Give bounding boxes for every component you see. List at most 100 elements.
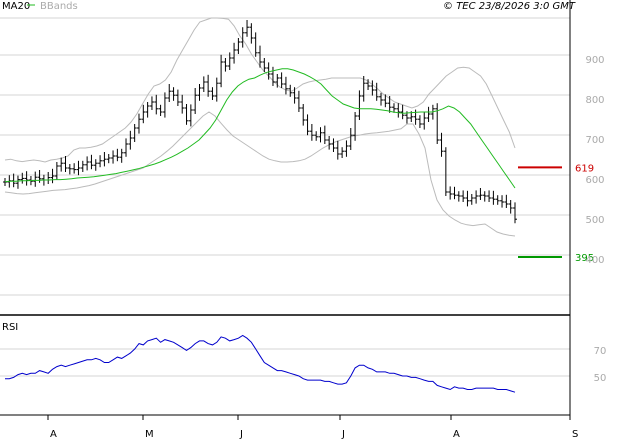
price-y-axis: 400 500 600 700 800 900 <box>585 55 604 266</box>
price-bar <box>508 200 513 214</box>
legend-bbands: BBands <box>40 1 78 12</box>
price-bar <box>206 74 211 97</box>
price-bar <box>270 66 275 86</box>
price-bar <box>439 132 444 157</box>
price-bar <box>232 42 237 64</box>
price-bar <box>98 155 103 168</box>
price-bar <box>80 160 85 172</box>
price-bar <box>478 188 483 200</box>
price-tick-label: 700 <box>585 135 604 146</box>
price-bar <box>387 96 392 113</box>
price-bar <box>456 191 461 202</box>
bband-lower-line <box>4 111 516 237</box>
legend-ma20: MA20 <box>2 1 30 12</box>
price-bar <box>201 76 206 92</box>
price-bar <box>452 186 457 200</box>
price-bar <box>448 186 453 200</box>
price-bar <box>124 138 129 157</box>
price-bar <box>283 76 288 95</box>
price-tick-label: 800 <box>585 95 604 106</box>
header: MA20 BBands © TEC 23/8/2026 3:0 GMT <box>2 1 576 12</box>
price-bar <box>33 171 38 187</box>
price-levels: 619 395 <box>518 163 594 264</box>
price-bar <box>370 80 375 96</box>
price-bar <box>348 128 353 150</box>
price-bar <box>76 160 81 176</box>
price-bar <box>474 190 479 204</box>
price-bar <box>219 54 224 88</box>
price-bar <box>240 27 245 48</box>
rsi-line <box>5 334 516 393</box>
price-bar <box>374 82 379 101</box>
price-bar <box>223 58 228 72</box>
price-bar <box>20 172 25 184</box>
price-bar <box>482 191 487 202</box>
price-bar <box>93 159 98 171</box>
price-bar <box>391 103 396 113</box>
price-bar <box>210 87 215 100</box>
price-bar <box>128 130 133 150</box>
price-bar <box>3 178 7 186</box>
copyright-text: © TEC 23/8/2026 3:0 GMT <box>443 1 576 12</box>
price-bar <box>89 154 94 170</box>
price-bar <box>301 104 306 126</box>
price-bar <box>46 172 51 184</box>
price-bar <box>500 195 505 208</box>
x-tick-label: A <box>50 429 57 440</box>
price-bar <box>253 32 258 57</box>
price-bar <box>275 74 280 88</box>
price-bar <box>11 173 16 188</box>
price-bar <box>318 127 323 143</box>
price-bar <box>227 52 232 70</box>
level-label: 619 <box>575 163 594 174</box>
price-bar <box>435 103 440 144</box>
rsi-path <box>5 334 516 393</box>
price-bar <box>344 140 349 157</box>
price-bar <box>353 112 358 141</box>
price-bar <box>366 79 371 90</box>
price-bar <box>102 152 107 167</box>
price-bar <box>67 164 72 175</box>
price-bar <box>461 190 466 202</box>
price-bar <box>504 194 509 208</box>
price-bar <box>245 20 250 37</box>
price-bar <box>193 88 198 114</box>
x-tick-label: S <box>572 429 578 440</box>
price-bar <box>145 102 150 118</box>
price-bar <box>379 92 384 106</box>
x-tick-label: J <box>239 429 243 440</box>
price-bar <box>266 62 271 80</box>
price-bar <box>106 154 111 164</box>
price-bar <box>258 45 262 68</box>
price-bar <box>340 147 345 158</box>
price-bar <box>141 104 146 124</box>
price-bar <box>296 90 301 112</box>
price-tick-label: 400 <box>585 255 604 266</box>
price-bar <box>50 168 55 184</box>
price-bars <box>3 20 517 224</box>
price-bar <box>322 125 327 144</box>
price-bar <box>426 106 431 122</box>
price-bar <box>465 190 470 207</box>
price-bar <box>167 84 172 102</box>
price-bar <box>314 131 319 141</box>
price-tick-label: 900 <box>585 55 604 66</box>
price-bar <box>158 104 163 116</box>
price-bar <box>495 195 500 205</box>
price-bar <box>24 171 29 186</box>
price-tick-label: 500 <box>585 215 604 226</box>
price-panel: 619 395 400 500 600 700 800 900 <box>0 17 605 296</box>
price-tick-label: 600 <box>585 175 604 186</box>
price-bar <box>149 96 154 110</box>
price-bar <box>487 190 492 202</box>
x-tick-label: A <box>453 429 460 440</box>
price-bar <box>63 156 68 172</box>
price-bar <box>331 138 336 152</box>
x-tick-label: M <box>145 429 154 440</box>
rsi-y-axis: 50 70 <box>594 346 607 384</box>
price-bar <box>383 94 388 108</box>
price-bar <box>327 136 332 150</box>
price-bar <box>171 87 176 101</box>
